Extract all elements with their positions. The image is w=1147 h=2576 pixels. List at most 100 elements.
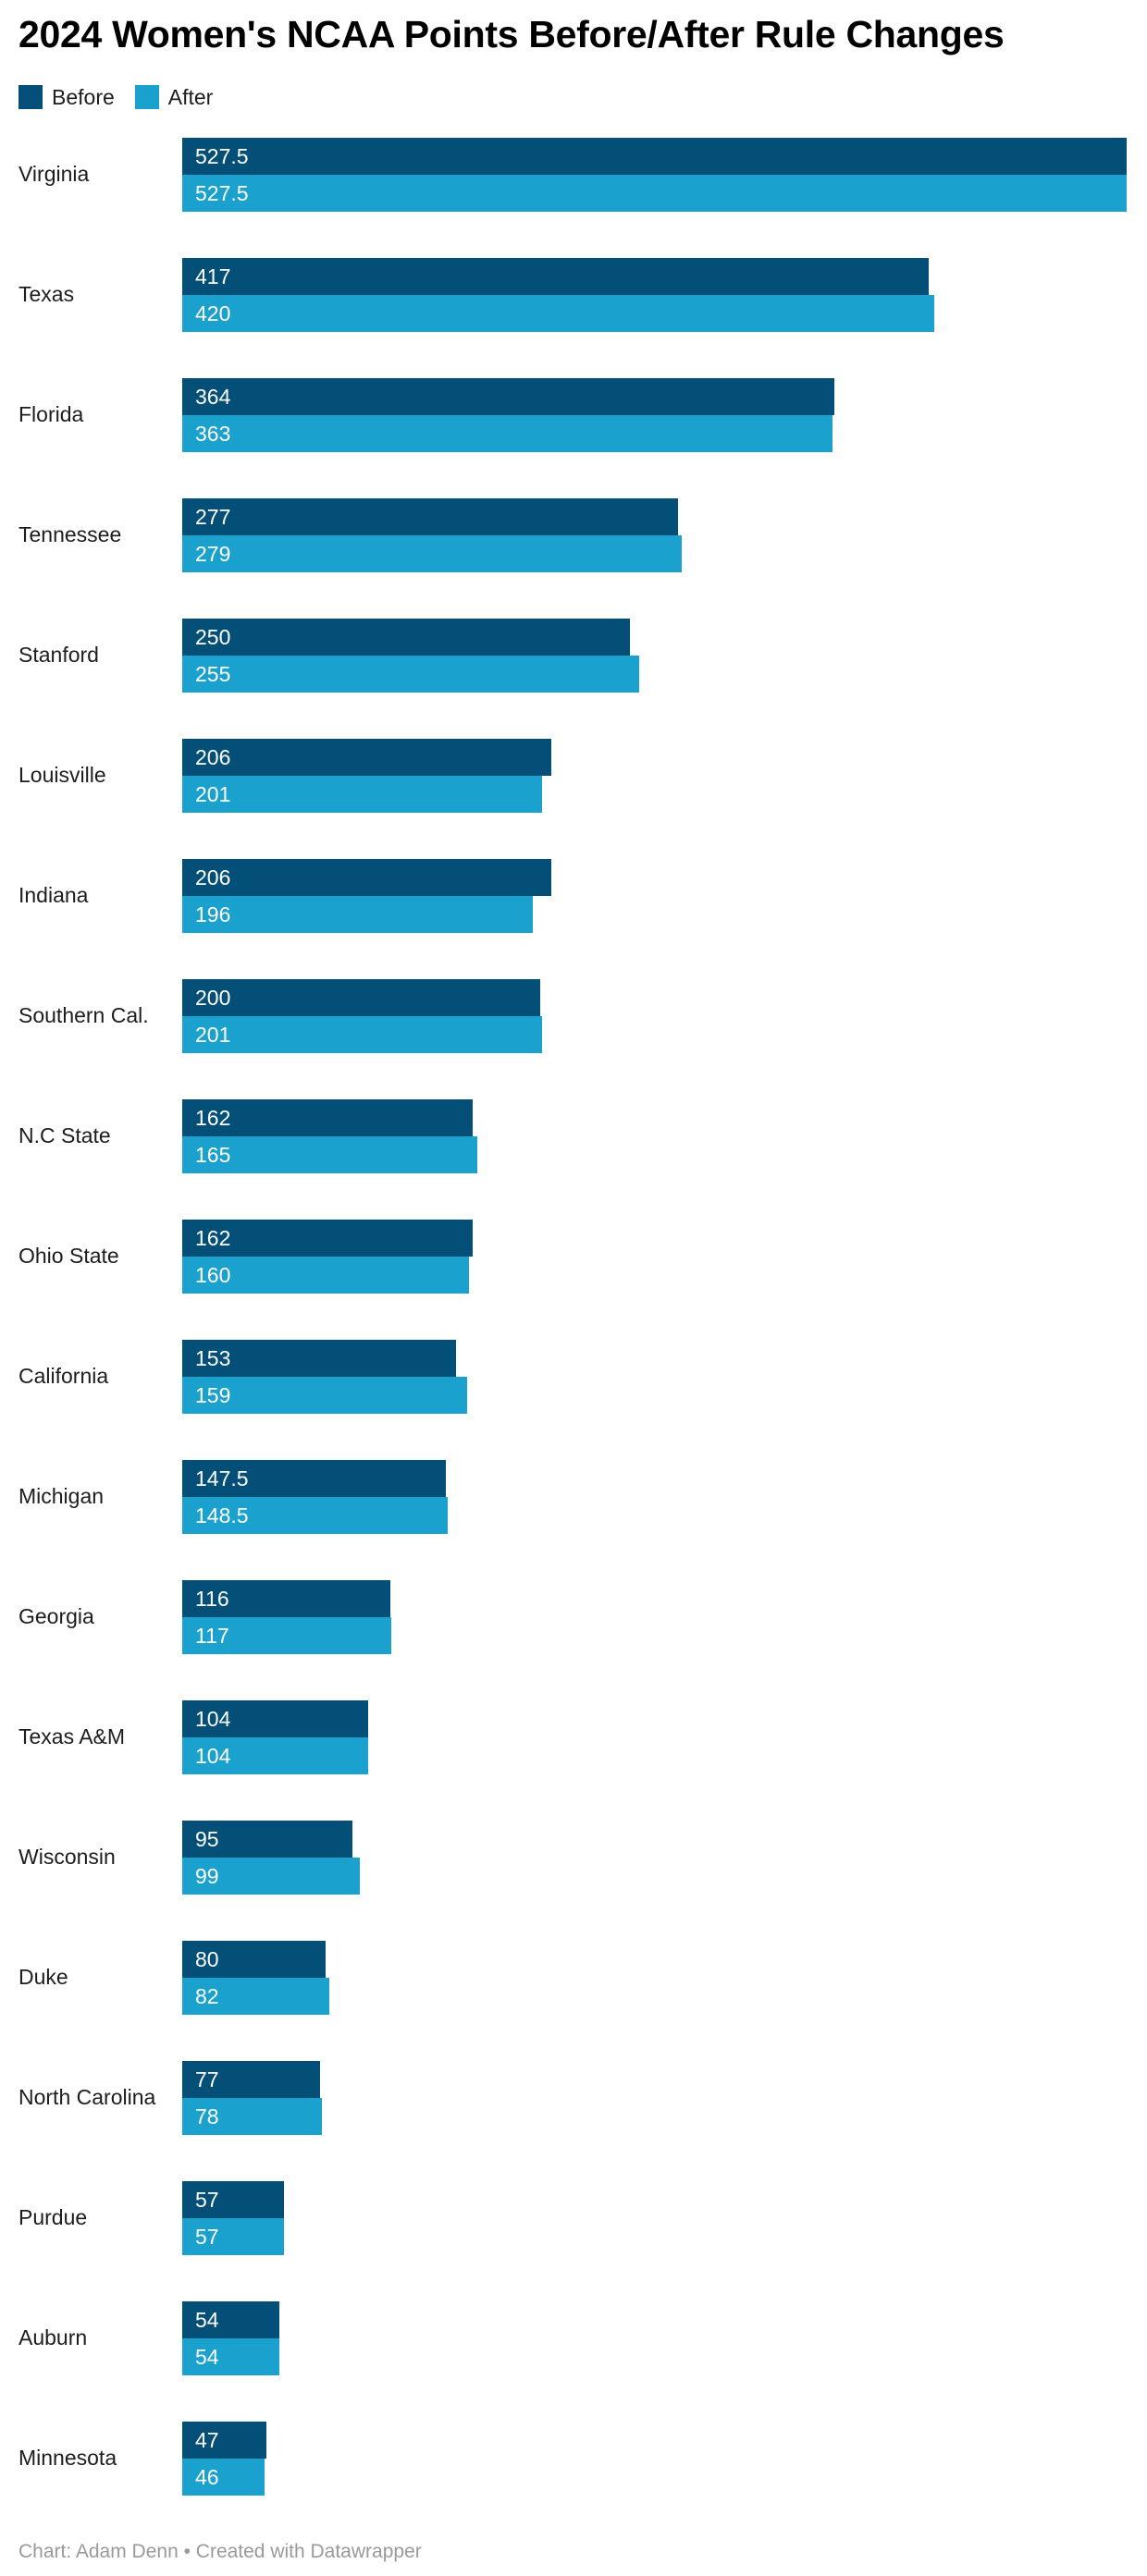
chart-row: Ohio State 162 160	[18, 1220, 1127, 1294]
bar-before-value: 206	[195, 865, 231, 889]
bar-before: 527.5	[182, 138, 1127, 176]
bar-after-value: 420	[195, 301, 231, 325]
bar-after-value: 104	[195, 1743, 231, 1768]
row-label: Florida	[18, 402, 84, 427]
bar-after: 148.5	[182, 1497, 449, 1535]
bar-after: 117	[182, 1617, 392, 1655]
bar-after: 165	[182, 1136, 478, 1174]
legend-item-before: Before	[18, 85, 115, 110]
legend: Before After	[18, 85, 1127, 110]
bar-after-value: 54	[195, 2344, 219, 2369]
bar-after-value: 99	[195, 1863, 219, 1888]
bar-before-value: 364	[195, 384, 231, 409]
bar-after: 82	[182, 1978, 329, 2016]
bar-after-value: 117	[195, 1623, 229, 1648]
bar-before: 200	[182, 979, 541, 1017]
chart-row: Auburn 54 54	[18, 2301, 1127, 2376]
bar-group: 250 255	[182, 619, 1127, 693]
row-label: Texas A&M	[18, 1724, 126, 1749]
chart-row: N.C State 162 165	[18, 1099, 1127, 1174]
bar-after-value: 196	[195, 902, 231, 926]
bar-after-value: 46	[195, 2464, 219, 2489]
bar-before: 364	[182, 378, 834, 416]
bar-before: 147.5	[182, 1460, 447, 1498]
row-label: Wisconsin	[18, 1845, 116, 1870]
bar-before: 162	[182, 1099, 473, 1137]
bar-before: 47	[182, 2422, 266, 2459]
bar-before: 162	[182, 1220, 473, 1257]
chart-row: Texas A&M 104 104	[18, 1700, 1127, 1775]
bar-group: 153 159	[182, 1340, 1127, 1415]
bar-group: 54 54	[182, 2301, 1127, 2376]
bar-before-value: 153	[195, 1345, 231, 1370]
legend-item-after: After	[134, 85, 213, 110]
bar-after: 420	[182, 295, 934, 333]
bar-before-value: 147.5	[195, 1466, 249, 1490]
row-label: Ohio State	[18, 1244, 119, 1269]
bar-before: 417	[182, 258, 930, 296]
bar-after-value: 527.5	[195, 180, 249, 205]
bar-after-value: 148.5	[195, 1503, 249, 1527]
bar-after: 201	[182, 1016, 543, 1054]
bar-group: 104 104	[182, 1700, 1127, 1775]
bar-group: 95 99	[182, 1821, 1127, 1895]
bar-before-value: 162	[195, 1105, 231, 1130]
bar-after-value: 165	[195, 1142, 231, 1167]
row-label: Minnesota	[18, 2446, 117, 2471]
bar-after-value: 255	[195, 661, 231, 686]
bar-before: 77	[182, 2061, 321, 2099]
row-label: Purdue	[18, 2205, 88, 2230]
bar-after: 57	[182, 2218, 285, 2256]
chart-row: North Carolina 77 78	[18, 2061, 1127, 2136]
bar-before: 206	[182, 859, 551, 897]
bar-before-value: 47	[195, 2427, 219, 2452]
bar-group: 80 82	[182, 1941, 1127, 2016]
bar-before: 277	[182, 498, 679, 536]
bar-before: 206	[182, 739, 551, 777]
bar-after-value: 78	[195, 2104, 219, 2128]
legend-swatch-before	[18, 85, 43, 110]
bar-after: 201	[182, 776, 543, 814]
bar-before: 57	[182, 2181, 285, 2219]
bar-before-value: 57	[195, 2187, 219, 2212]
bar-before: 54	[182, 2301, 279, 2339]
row-label: Michigan	[18, 1484, 105, 1509]
bar-after-value: 82	[195, 1983, 219, 2008]
bar-group: 206 201	[182, 739, 1127, 814]
bar-after: 196	[182, 896, 534, 934]
bar-before-value: 200	[195, 985, 231, 1010]
bar-after: 279	[182, 535, 683, 573]
bar-group: 364 363	[182, 378, 1127, 453]
bar-after: 46	[182, 2459, 265, 2496]
bar-after-value: 160	[195, 1262, 231, 1287]
chart-row: Georgia 116 117	[18, 1580, 1127, 1655]
legend-swatch-after	[134, 85, 159, 110]
chart-title: 2024 Women's NCAA Points Before/After Ru…	[18, 13, 1005, 55]
bar-group: 277 279	[182, 498, 1127, 573]
bar-group: 417 420	[182, 258, 1127, 333]
bar-before-value: 54	[195, 2307, 219, 2332]
bar-before: 153	[182, 1340, 457, 1378]
bar-group: 200 201	[182, 979, 1127, 1054]
chart-row: Louisville 206 201	[18, 739, 1127, 814]
row-label: Duke	[18, 1965, 68, 1990]
row-label: Indiana	[18, 883, 89, 908]
bar-group: 162 165	[182, 1099, 1127, 1174]
bar-group: 57 57	[182, 2181, 1127, 2256]
chart-row: Minnesota 47 46	[18, 2422, 1127, 2496]
bar-rows: Virginia 527.5 527.5 Texas 417 420 Flori…	[18, 138, 1127, 2496]
bar-before-value: 77	[195, 2067, 219, 2091]
bar-after: 160	[182, 1257, 469, 1294]
chart-row: Virginia 527.5 527.5	[18, 138, 1127, 213]
bar-before-value: 277	[195, 504, 231, 529]
bar-after: 527.5	[182, 175, 1127, 213]
bar-before-value: 250	[195, 624, 231, 649]
chart-row: Purdue 57 57	[18, 2181, 1127, 2256]
bar-after-value: 201	[195, 781, 231, 806]
chart-row: Southern Cal. 200 201	[18, 979, 1127, 1054]
row-label: N.C State	[18, 1123, 111, 1148]
bar-before-value: 206	[195, 744, 231, 769]
bar-group: 116 117	[182, 1580, 1127, 1655]
chart-row: Tennessee 277 279	[18, 498, 1127, 573]
bar-before-value: 104	[195, 1706, 231, 1731]
